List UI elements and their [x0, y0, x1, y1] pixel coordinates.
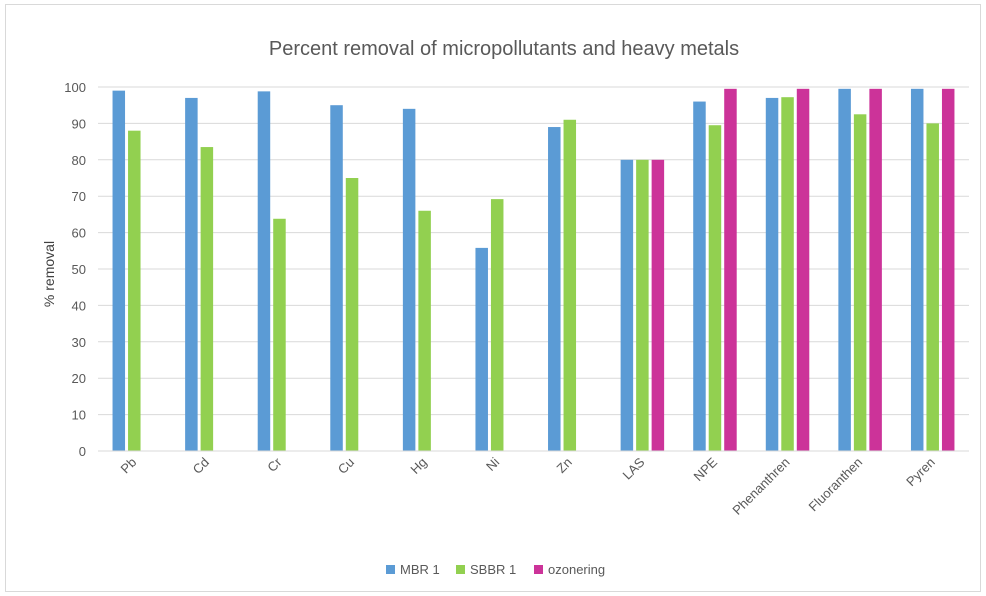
y-tick-label: 60 [72, 226, 86, 241]
y-tick-label: 50 [72, 262, 86, 277]
bar-sbbr-1 [418, 210, 431, 451]
bar-sbbr-1 [128, 130, 141, 451]
x-tick-label: Phenanthren [729, 455, 792, 518]
x-tick-label: Pyren [903, 455, 938, 490]
bar-sbbr-1 [345, 178, 359, 451]
x-tick-label: LAS [620, 454, 648, 482]
bar-mbr-1 [693, 101, 706, 451]
y-tick-label: 10 [72, 408, 86, 423]
bar-ozonering [796, 88, 810, 451]
bar-sbbr-1 [926, 123, 939, 452]
bar-mbr-1 [402, 108, 416, 451]
legend-swatch [534, 565, 543, 574]
bar-mbr-1 [765, 97, 779, 452]
legend-label: SBBR 1 [470, 562, 516, 577]
bar-sbbr-1 [200, 147, 214, 451]
y-tick-label: 100 [64, 80, 86, 95]
bar-ozonering [869, 88, 882, 451]
x-tick-label: Pb [118, 455, 140, 477]
bar-ozonering [941, 88, 955, 451]
x-tick-label: Hg [407, 455, 429, 477]
y-tick-label: 70 [72, 189, 86, 204]
chart-area: Percent removal of micropollutants and h… [5, 4, 981, 592]
bar-sbbr-1 [708, 125, 722, 451]
y-axis-label: % removal [41, 241, 57, 307]
bar-sbbr-1 [853, 114, 867, 452]
bar-sbbr-1 [273, 218, 286, 451]
bar-sbbr-1 [490, 199, 504, 451]
legend-label: MBR 1 [400, 562, 440, 577]
bar-sbbr-1 [781, 97, 794, 451]
bar-ozonering [651, 159, 665, 452]
y-tick-label: 80 [72, 153, 86, 168]
y-tick-label: 0 [79, 444, 86, 459]
legend: MBR 1 SBBR 1 ozonering [386, 562, 605, 577]
x-tick-label: Cu [335, 455, 357, 477]
y-tick-label: 40 [72, 298, 86, 313]
bar-sbbr-1 [636, 159, 649, 452]
legend-label: ozonering [548, 562, 605, 577]
bar-mbr-1 [185, 97, 198, 452]
x-tick-label: NPE [691, 454, 721, 484]
y-tick-label: 90 [72, 116, 86, 131]
x-axis-ticks: Pb Cd Cr Cu Hg Ni Zn LAS NPE Phenanthren Fluoranth… [118, 454, 938, 518]
bar-ozonering [724, 88, 737, 451]
bar-mbr-1 [257, 91, 271, 452]
x-tick-label: Cd [190, 455, 212, 477]
bar-mbr-1 [112, 90, 126, 451]
x-tick-label: Zn [554, 455, 575, 476]
legend-swatch [456, 565, 465, 574]
bar-mbr-1 [548, 127, 561, 451]
x-tick-label: Ni [483, 454, 502, 473]
y-tick-label: 30 [72, 335, 86, 350]
chart-title: Percent removal of micropollutants and h… [269, 38, 739, 60]
bar-mbr-1 [910, 88, 924, 451]
bar-chart: Percent removal of micropollutants and h… [41, 38, 969, 577]
legend-swatch [386, 565, 395, 574]
x-tick-label: Cr [264, 454, 285, 475]
bar-mbr-1 [475, 247, 488, 451]
bar-mbr-1 [620, 159, 634, 452]
gridlines [98, 86, 969, 416]
bar-sbbr-1 [563, 119, 577, 451]
bars [112, 88, 955, 452]
bar-mbr-1 [838, 88, 851, 451]
bar-mbr-1 [330, 105, 343, 451]
y-tick-label: 20 [72, 371, 86, 386]
y-axis-ticks: 0 10 20 30 40 50 60 70 80 90 100 [64, 80, 86, 459]
x-tick-label: Fluoranthen [806, 455, 866, 515]
